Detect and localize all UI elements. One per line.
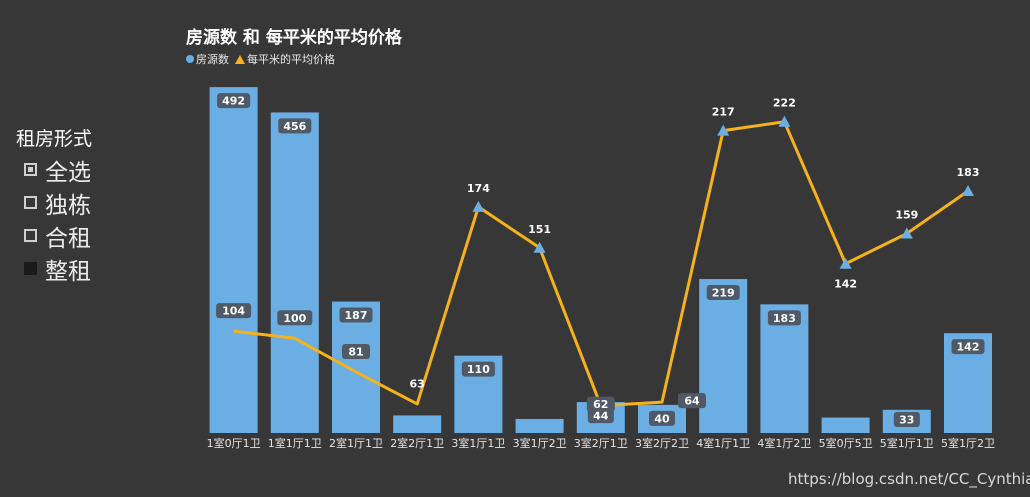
x-tick-label: 3室2厅2卫: [635, 436, 689, 450]
price-data-label: 183: [957, 166, 980, 179]
bar[interactable]: [393, 415, 442, 433]
filter-option-whole[interactable]: 整租: [16, 252, 92, 285]
checkbox-icon: [24, 163, 37, 176]
x-tick-label: 1室0厅1卫: [207, 436, 261, 450]
legend-item-price[interactable]: 每平米的平均价格: [235, 51, 335, 67]
price-data-label: 159: [895, 209, 918, 222]
price-data-label: 217: [712, 106, 735, 119]
x-tick-label: 5室1厅1卫: [880, 436, 934, 450]
bar-label-bg: [649, 410, 675, 426]
price-point[interactable]: [472, 200, 485, 212]
bar-data-label: 183: [773, 312, 796, 325]
filter-option-label: 全选: [45, 159, 91, 186]
price-data-label: 142: [834, 278, 857, 291]
price-label-bg: [586, 396, 615, 412]
legend-label-count: 房源数: [196, 53, 229, 66]
bar-data-label: 110: [467, 363, 490, 376]
bar-label-bg: [339, 307, 373, 323]
checkbox-icon: [24, 196, 37, 209]
bar-label-bg: [767, 310, 801, 326]
bar-label-bg: [893, 412, 920, 427]
chart-title: 房源数 和 每平米的平均价格: [186, 28, 402, 48]
bar-label-bg: [951, 339, 985, 355]
price-data-label: 100: [283, 312, 306, 325]
price-label-bg: [277, 310, 313, 326]
price-point[interactable]: [962, 184, 974, 196]
x-tick-label: 1室1厅1卫: [268, 436, 322, 450]
filter-option-label: 整租: [45, 258, 91, 285]
filter-title: 租房形式: [16, 128, 93, 150]
price-point[interactable]: [533, 241, 546, 253]
bar-label-bg: [278, 118, 312, 134]
bar-data-label: 44: [593, 410, 609, 423]
bar-data-label: 33: [899, 414, 914, 427]
legend-label-price: 每平米的平均价格: [247, 53, 335, 66]
bar-data-label: 187: [345, 309, 368, 322]
x-tick-label: 5室1厅2卫: [941, 436, 995, 450]
bar-data-label: 456: [283, 120, 306, 133]
price-data-label: 222: [773, 97, 796, 110]
bar-data-label: 492: [222, 95, 245, 108]
bar-label-bg: [217, 93, 251, 109]
bar-label-bg: [706, 285, 740, 301]
x-tick-label: 5室0厅5卫: [819, 436, 873, 450]
chart-legend: 房源数 每平米的平均价格: [186, 51, 335, 67]
bar[interactable]: [332, 301, 380, 433]
bar[interactable]: [760, 304, 809, 433]
price-point[interactable]: [717, 124, 730, 136]
price-data-label: 64: [684, 395, 700, 408]
triangle-icon: [235, 54, 245, 64]
price-data-label: 62: [593, 398, 608, 411]
price-label-bg: [216, 303, 252, 319]
x-tick-label: 3室2厅1卫: [574, 436, 628, 450]
price-data-label: 63: [410, 377, 425, 390]
circle-icon: [186, 55, 194, 63]
checkbox-icon: [24, 229, 37, 242]
watermark: https://blog.csdn.net/CC_Cynthia: [788, 470, 1030, 488]
checkbox-icon: [24, 262, 37, 275]
price-data-label: 81: [348, 345, 363, 358]
bar[interactable]: [209, 87, 258, 434]
x-tick-label: 2室2厅1卫: [390, 436, 444, 450]
bar-label-bg: [587, 408, 614, 424]
price-data-label: 104: [222, 305, 245, 318]
price-point[interactable]: [778, 115, 791, 127]
bar-data-label: 219: [712, 287, 735, 300]
filter-option-label: 独栋: [45, 192, 91, 219]
legend-item-count[interactable]: 房源数: [186, 51, 229, 67]
price-point[interactable]: [900, 227, 913, 239]
bar-data-label: 40: [654, 412, 670, 425]
filter-option-single[interactable]: 独栋: [16, 186, 92, 219]
bar[interactable]: [699, 279, 748, 433]
price-point[interactable]: [839, 257, 852, 269]
price-data-label: 151: [528, 223, 551, 236]
price-label-bg: [678, 393, 706, 409]
bar-data-label: 142: [957, 341, 980, 354]
filter-option-label: 合租: [45, 225, 91, 252]
bar-label-bg: [461, 361, 495, 377]
bar[interactable]: [821, 417, 870, 433]
filter-panel: 租房形式 全选 独栋 合租 整租: [16, 124, 92, 285]
price-data-label: 174: [467, 182, 490, 195]
x-tick-label: 2室1厅1卫: [329, 436, 383, 450]
x-tick-label: 4室1厅1卫: [696, 436, 750, 450]
x-tick-label: 4室1厅2卫: [757, 436, 811, 450]
bar[interactable]: [515, 418, 564, 433]
price-label-bg: [342, 343, 370, 359]
x-tick-label: 3室1厅1卫: [451, 436, 505, 450]
filter-option-shared[interactable]: 合租: [16, 219, 92, 252]
x-tick-label: 3室1厅2卫: [513, 436, 567, 450]
bar[interactable]: [270, 112, 319, 433]
filter-option-all[interactable]: 全选: [16, 153, 92, 186]
